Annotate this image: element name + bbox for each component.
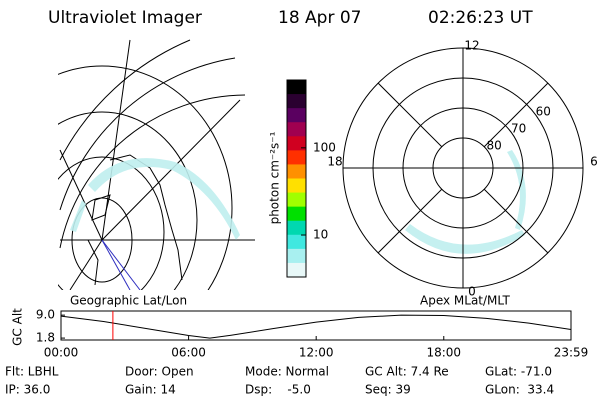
- info-field: Flt: LBHL: [5, 365, 59, 379]
- ring-label: 80: [486, 139, 501, 153]
- color-swatch: [287, 122, 306, 137]
- info-field: Seq: 39: [365, 383, 411, 397]
- color-swatch: [287, 80, 306, 95]
- info-field: Door: Open: [125, 365, 194, 379]
- color-swatch: [287, 220, 306, 236]
- color-swatch: [287, 234, 306, 250]
- date: 18 Apr 07: [278, 8, 361, 28]
- info-field: GLon: 33.4: [485, 383, 554, 397]
- polar-ring: [402, 107, 524, 229]
- plot-frame: [60, 310, 572, 341]
- y-tick-label: 9.0: [36, 308, 55, 322]
- info-field: IP: 36.0: [5, 383, 50, 397]
- x-tick-label: 12:00: [299, 346, 334, 360]
- polar-label: Apex MLat/MLT: [420, 294, 510, 308]
- colorbar: 10 100: [286, 79, 336, 278]
- timeline: 00:00 06:00 12:00 18:00 23:59 9.0 1.8: [36, 308, 588, 360]
- x-tick-label: 23:59: [554, 346, 589, 360]
- color-swatch: [287, 262, 306, 278]
- info-field: Mode: Normal: [245, 365, 329, 379]
- map-label: Geographic Lat/Lon: [70, 294, 187, 308]
- colorbar-tick-label: 100: [313, 140, 336, 154]
- data-line: [60, 314, 572, 339]
- polar-ring: [372, 77, 554, 259]
- color-swatch: [287, 150, 306, 165]
- color-swatch: [287, 164, 306, 179]
- hour-label: 18: [327, 155, 342, 169]
- hour-label: 6: [590, 155, 598, 169]
- info-field: GLat: -71.0: [485, 365, 552, 379]
- polar-spoke: [483, 188, 549, 254]
- colorbar-tick-label: 10: [313, 228, 328, 242]
- time: 02:26:23 UT: [428, 8, 533, 28]
- hour-label: 12: [464, 39, 479, 53]
- title: Ultraviolet Imager: [48, 8, 202, 28]
- hour-label: 0: [468, 285, 476, 299]
- geo-map: [58, 39, 255, 290]
- info-field: GC Alt: 7.4 Re: [365, 365, 449, 379]
- polar-spoke: [377, 188, 443, 254]
- color-swatch: [287, 248, 306, 264]
- color-swatch: [287, 94, 306, 109]
- colorbar-frame: [286, 79, 307, 278]
- color-swatch: [287, 136, 306, 151]
- ring-label: 60: [536, 104, 551, 118]
- polar-ring: [432, 137, 494, 199]
- x-tick-label: 18:00: [426, 346, 461, 360]
- info-field: Dsp: -5.0: [245, 383, 311, 397]
- color-swatch: [287, 192, 306, 208]
- info-field: Gain: 14: [125, 383, 176, 397]
- ring-label: 70: [511, 121, 526, 135]
- x-tick-label: 00:00: [44, 346, 79, 360]
- polar-spoke: [483, 82, 549, 148]
- color-swatch: [287, 108, 306, 123]
- y-tick-label: 1.8: [36, 331, 55, 345]
- info-panel: Flt: LBHL Door: Open Mode: Normal GC Alt: 7…: [5, 365, 554, 397]
- color-swatch: [287, 178, 306, 194]
- colorbar-label: photon cm⁻²s⁻¹: [268, 131, 282, 224]
- polar-spoke: [377, 82, 443, 148]
- x-tick-label: 06:00: [171, 346, 206, 360]
- y-axis-label: GC Alt: [11, 308, 25, 346]
- color-swatch: [287, 206, 306, 222]
